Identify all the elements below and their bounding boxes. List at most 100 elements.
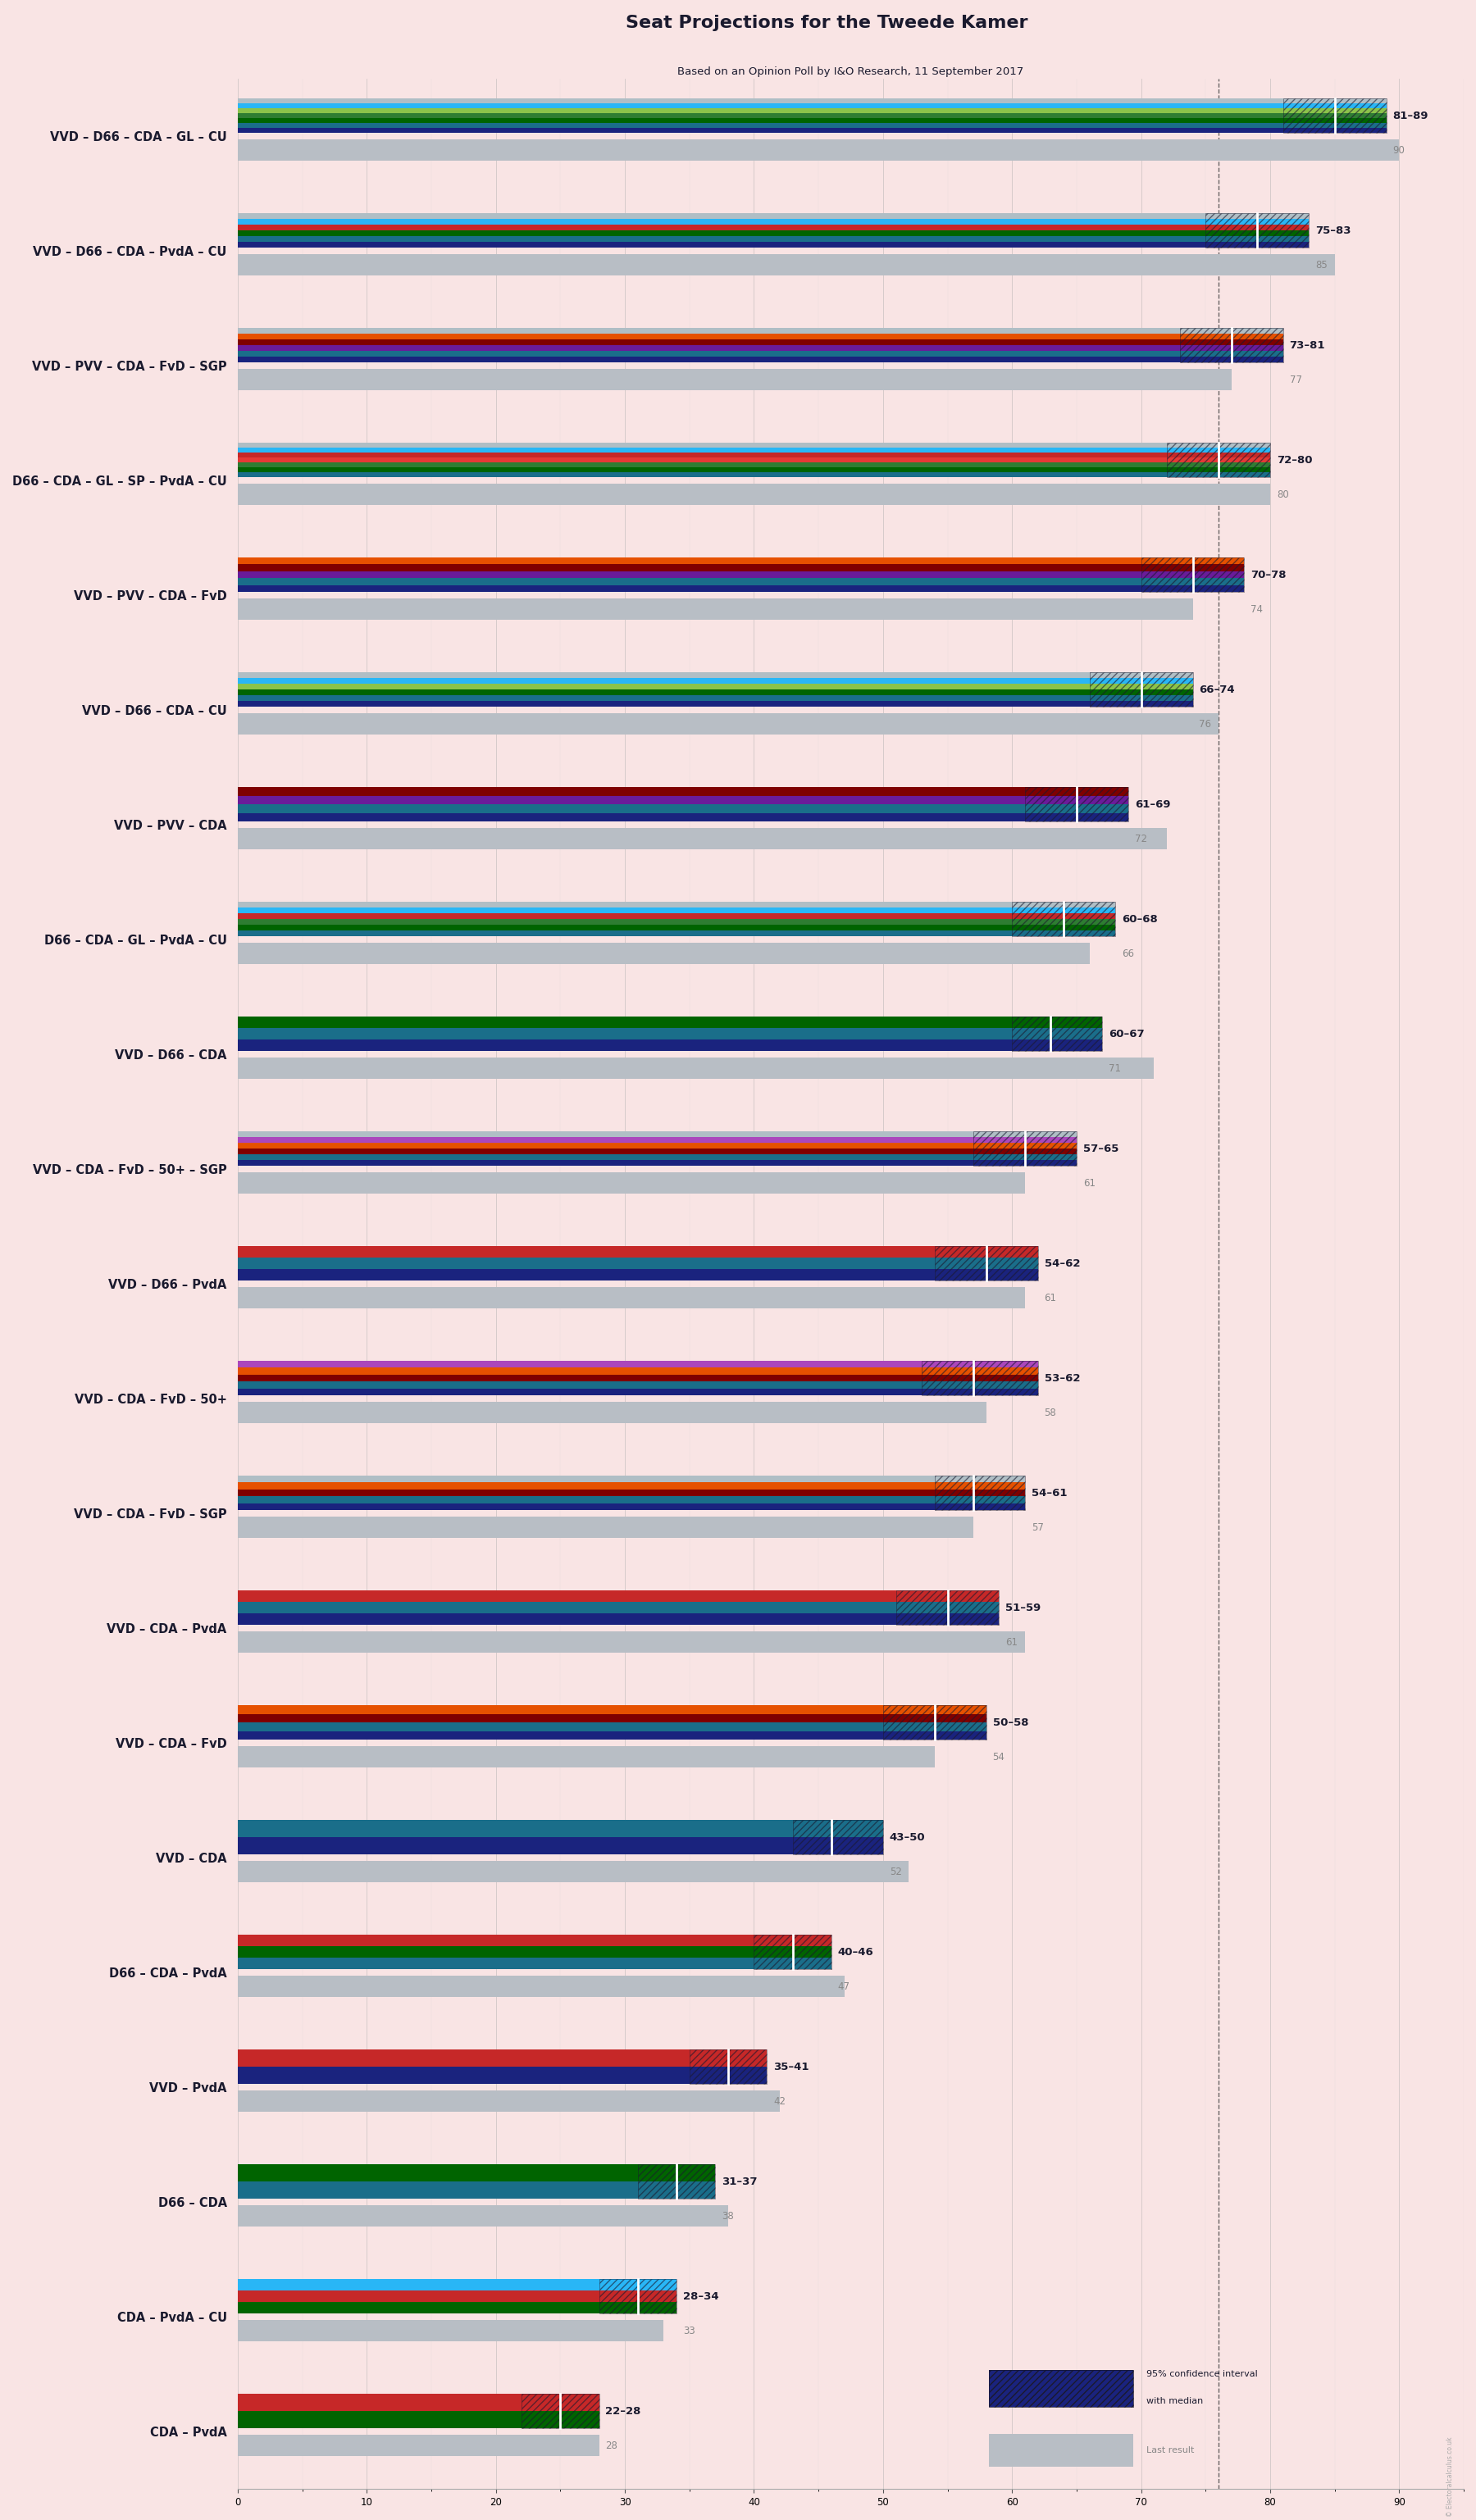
Bar (238, 1016, 1103, 1028)
Bar (238, 1257, 1038, 1270)
Bar (238, 328, 1283, 333)
Text: 61: 61 (1083, 1177, 1095, 1189)
Bar (238, 1862, 909, 1882)
Bar (238, 229, 1309, 237)
Bar (238, 98, 1386, 103)
Bar (238, 113, 1386, 118)
Text: 53–62: 53–62 (1045, 1373, 1080, 1383)
Bar (238, 1935, 831, 1945)
Text: 80: 80 (1277, 489, 1289, 499)
Text: 33: 33 (683, 2326, 695, 2336)
Bar (238, 1482, 1024, 1489)
Text: 70–78: 70–78 (1250, 570, 1287, 580)
Text: 72–80: 72–80 (1277, 454, 1312, 466)
Bar (238, 108, 1386, 113)
Text: 76: 76 (1199, 718, 1212, 728)
Bar (238, 129, 1386, 134)
Bar (238, 2165, 716, 2182)
Bar (689, 2049, 768, 2084)
Bar (238, 2301, 676, 2313)
Text: 42: 42 (773, 2097, 785, 2107)
Bar (238, 1837, 883, 1855)
Bar (238, 1633, 1024, 1653)
Bar (238, 1058, 1154, 1079)
Bar (238, 2278, 676, 2291)
Text: 74: 74 (1250, 605, 1263, 615)
Bar (1283, 98, 1386, 134)
Bar (238, 255, 1334, 275)
Text: 43–50: 43–50 (890, 1832, 925, 1842)
Bar (238, 713, 1219, 733)
Bar (238, 920, 1116, 925)
Bar (238, 907, 1116, 912)
Text: Seat Projections for the Tweede Kamer: Seat Projections for the Tweede Kamer (626, 15, 1027, 33)
Bar (934, 1245, 1038, 1280)
Bar (238, 118, 1386, 123)
Bar (599, 2278, 676, 2313)
Bar (238, 1245, 1038, 1257)
Bar (238, 2205, 728, 2225)
Text: 61–69: 61–69 (1135, 799, 1170, 809)
Bar (1179, 328, 1283, 363)
Bar (238, 683, 1193, 690)
Text: 71: 71 (1108, 1063, 1122, 1074)
Text: 28: 28 (605, 2439, 618, 2452)
Bar (238, 2394, 599, 2412)
Bar (238, 103, 1386, 108)
Bar (238, 1288, 1024, 1308)
Bar (238, 1172, 1024, 1194)
Bar (238, 358, 1283, 363)
Text: 60–68: 60–68 (1122, 915, 1157, 925)
Bar (1013, 902, 1116, 937)
Bar (238, 2291, 676, 2301)
Text: 47: 47 (838, 1981, 850, 1991)
Text: 54–62: 54–62 (1045, 1257, 1080, 1268)
Bar (238, 696, 1193, 701)
Bar (238, 585, 1244, 592)
Bar (793, 1819, 883, 1855)
Bar (238, 1144, 1076, 1149)
Bar (238, 564, 1244, 572)
Bar (238, 1958, 831, 1968)
Bar (238, 237, 1309, 242)
Bar (238, 1945, 831, 1958)
Bar (238, 484, 1271, 504)
Bar (238, 139, 1399, 161)
Bar (238, 600, 1193, 620)
Bar (238, 1159, 1076, 1167)
Text: 61: 61 (1005, 1638, 1018, 1648)
Bar (238, 2092, 779, 2112)
Text: 57: 57 (1032, 1522, 1044, 1532)
Bar (238, 2321, 664, 2341)
Bar (238, 804, 1128, 814)
Bar (238, 459, 1271, 464)
Bar (238, 701, 1193, 706)
Bar (238, 2049, 768, 2066)
Text: Last result: Last result (1145, 2447, 1194, 2454)
Text: 85: 85 (1315, 260, 1327, 270)
Bar (238, 786, 1128, 796)
Bar (238, 1389, 1038, 1396)
Text: 28–34: 28–34 (683, 2291, 719, 2301)
Bar (238, 577, 1244, 585)
Bar (238, 214, 1309, 219)
Bar (238, 1041, 1103, 1051)
Bar (1168, 444, 1271, 476)
Bar (238, 1401, 986, 1424)
Text: 73–81: 73–81 (1290, 340, 1325, 350)
Bar (989, 2369, 1134, 2407)
Bar (883, 1706, 986, 1739)
Bar (238, 219, 1309, 224)
Bar (238, 912, 1116, 920)
Bar (238, 930, 1116, 937)
Bar (934, 1477, 1024, 1509)
Bar (238, 471, 1271, 476)
Text: 58: 58 (1045, 1406, 1057, 1419)
Bar (238, 1706, 986, 1714)
Bar (238, 796, 1128, 804)
Title: Based on an Opinion Poll by I&O Research, 11 September 2017: Based on an Opinion Poll by I&O Research… (677, 66, 1024, 76)
Bar (238, 370, 1231, 391)
Bar (238, 1714, 986, 1724)
Bar (238, 2412, 599, 2429)
Text: 72: 72 (1135, 834, 1147, 844)
